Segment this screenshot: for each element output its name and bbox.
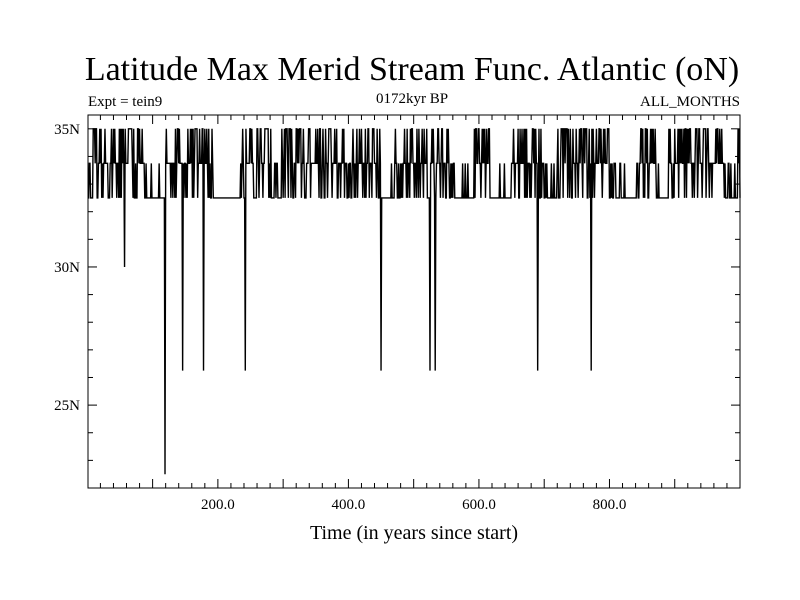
x-tick-label: 400.0 bbox=[332, 497, 366, 513]
y-tick-label: 35N bbox=[54, 122, 80, 138]
y-tick-label: 30N bbox=[54, 260, 80, 276]
series-layer bbox=[87, 128, 741, 475]
subtitle-center: 0172kyr BP bbox=[376, 91, 448, 107]
series-line bbox=[87, 128, 741, 475]
y-tick-label: 25N bbox=[54, 398, 80, 414]
x-axis-ticks: 200.0 400.0 600.0 800.0 bbox=[99, 115, 728, 513]
chart-title: Latitude Max Merid Stream Func. Atlantic… bbox=[85, 51, 739, 88]
x-tick-label: 600.0 bbox=[462, 497, 496, 513]
x-axis-label: Time (in years since start) bbox=[310, 522, 518, 544]
x-tick-label: 200.0 bbox=[201, 497, 235, 513]
x-tick-label: 800.0 bbox=[593, 497, 627, 513]
subtitle-right: ALL_MONTHS bbox=[640, 94, 740, 110]
subtitle-left: Expt = tein9 bbox=[88, 94, 162, 110]
y-axis-ticks: 25N 30N 35N bbox=[54, 122, 740, 461]
